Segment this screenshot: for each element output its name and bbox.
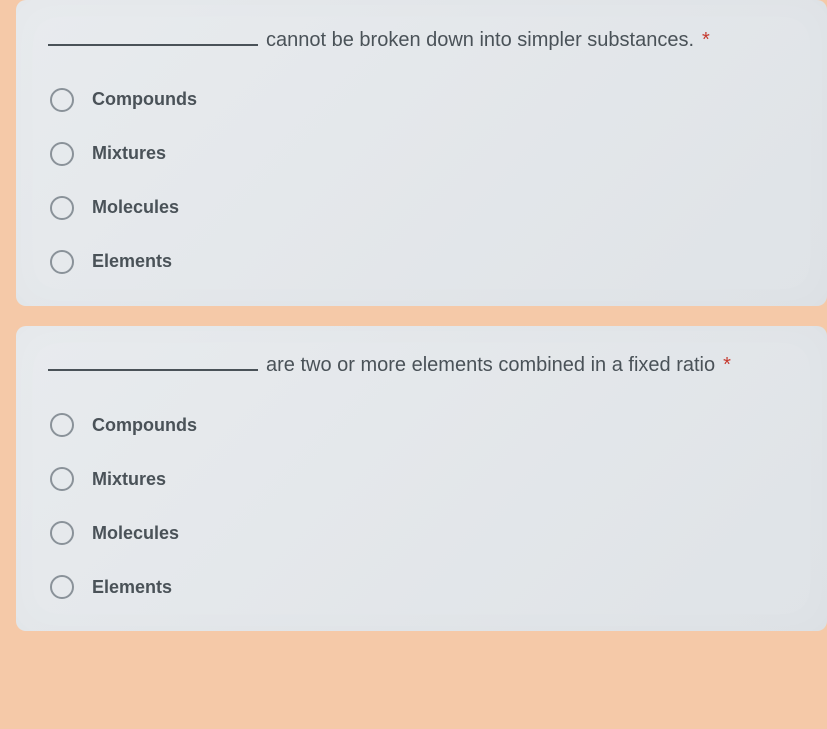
option-label: Compounds bbox=[92, 89, 197, 110]
radio-option[interactable]: Compounds bbox=[50, 413, 799, 437]
radio-option[interactable]: Compounds bbox=[50, 88, 799, 112]
radio-icon bbox=[50, 413, 74, 437]
radio-option[interactable]: Mixtures bbox=[50, 142, 799, 166]
required-indicator: * bbox=[702, 29, 710, 52]
radio-option[interactable]: Molecules bbox=[50, 521, 799, 545]
question-text: cannot be broken down into simpler subst… bbox=[266, 29, 694, 52]
radio-option[interactable]: Elements bbox=[50, 575, 799, 599]
required-indicator: * bbox=[723, 354, 731, 377]
question-prompt: cannot be broken down into simpler subst… bbox=[48, 28, 799, 52]
options-group: Compounds Mixtures Molecules Elements bbox=[48, 413, 799, 599]
question-prompt: are two or more elements combined in a f… bbox=[48, 354, 799, 378]
option-label: Molecules bbox=[92, 523, 179, 544]
question-card: are two or more elements combined in a f… bbox=[16, 326, 827, 632]
radio-icon bbox=[50, 88, 74, 112]
option-label: Elements bbox=[92, 577, 172, 598]
question-text: are two or more elements combined in a f… bbox=[266, 354, 715, 377]
radio-icon bbox=[50, 467, 74, 491]
option-label: Compounds bbox=[92, 415, 197, 436]
fill-blank-underline bbox=[48, 354, 258, 372]
radio-option[interactable]: Elements bbox=[50, 250, 799, 274]
option-label: Mixtures bbox=[92, 143, 166, 164]
radio-icon bbox=[50, 142, 74, 166]
radio-icon bbox=[50, 196, 74, 220]
question-card: cannot be broken down into simpler subst… bbox=[16, 0, 827, 306]
radio-option[interactable]: Mixtures bbox=[50, 467, 799, 491]
radio-option[interactable]: Molecules bbox=[50, 196, 799, 220]
radio-icon bbox=[50, 575, 74, 599]
option-label: Mixtures bbox=[92, 469, 166, 490]
option-label: Molecules bbox=[92, 197, 179, 218]
fill-blank-underline bbox=[48, 28, 258, 46]
options-group: Compounds Mixtures Molecules Elements bbox=[48, 88, 799, 274]
radio-icon bbox=[50, 521, 74, 545]
option-label: Elements bbox=[92, 251, 172, 272]
radio-icon bbox=[50, 250, 74, 274]
